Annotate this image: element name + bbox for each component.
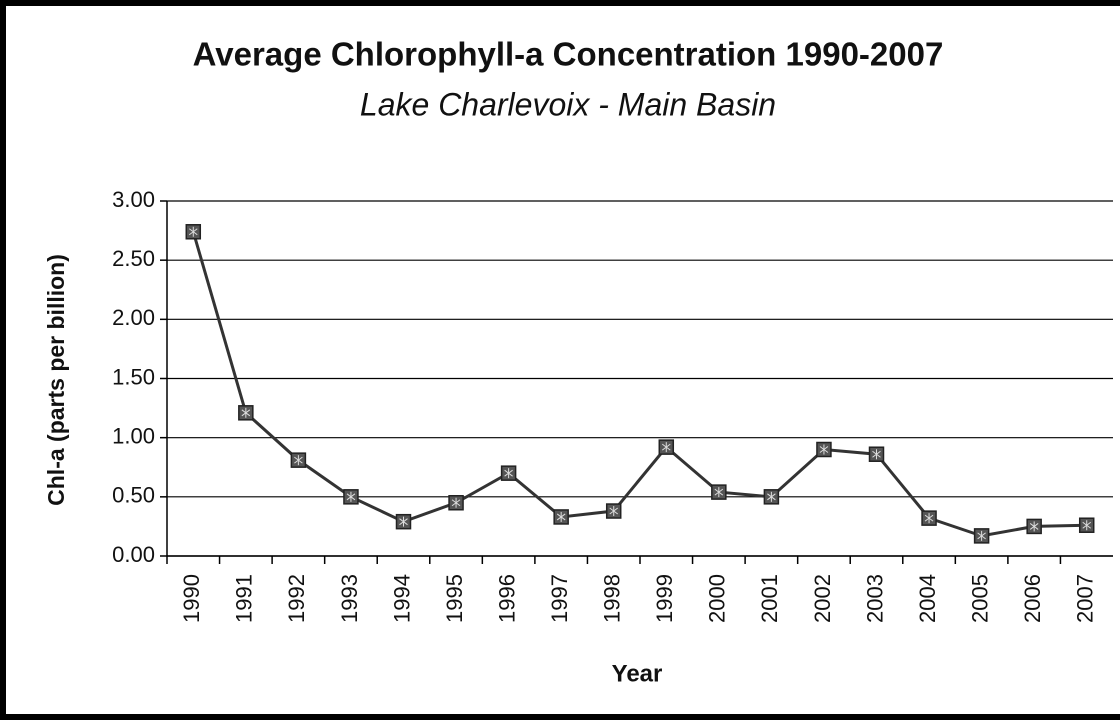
y-tick-label: 0.50	[112, 483, 155, 508]
data-marker	[448, 495, 464, 511]
x-tick-label: 2001	[757, 574, 782, 623]
y-tick-label: 3.00	[112, 187, 155, 212]
y-tick-label: 2.00	[112, 305, 155, 330]
y-tick-label: 2.50	[112, 246, 155, 271]
x-tick-label: 2006	[1020, 574, 1045, 623]
data-marker	[395, 513, 412, 530]
x-tick-label: 1998	[600, 574, 625, 623]
data-marker	[238, 405, 254, 421]
data-marker	[1026, 518, 1042, 535]
x-axis-label: Year	[612, 660, 663, 687]
x-tick-label: 1991	[232, 574, 257, 623]
x-tick-label: 1993	[337, 574, 362, 623]
data-marker	[553, 509, 569, 525]
data-marker	[185, 224, 202, 240]
y-axis-label: Chl-a (parts per billion)	[43, 254, 69, 506]
x-tick-label: 2005	[967, 574, 992, 623]
data-marker	[658, 439, 675, 455]
data-marker	[290, 452, 307, 468]
x-tick-label: 1992	[284, 574, 309, 623]
x-tick-label: 1994	[389, 574, 414, 623]
y-tick-label: 1.00	[112, 423, 155, 448]
y-tick-label: 0.00	[112, 542, 155, 567]
x-tick-label: 1997	[547, 574, 572, 623]
data-marker	[868, 446, 885, 462]
data-marker	[816, 441, 832, 458]
data-marker	[343, 489, 359, 505]
data-marker	[605, 503, 622, 519]
data-line	[191, 231, 1087, 538]
chart-title: Average Chlorophyll-a Concentration 1990…	[193, 36, 944, 73]
x-tick-label: 2000	[705, 574, 730, 623]
data-marker	[921, 510, 937, 526]
x-tick-label: 1996	[494, 574, 519, 623]
data-marker	[763, 489, 780, 505]
data-marker	[711, 484, 727, 500]
data-marker	[1078, 517, 1095, 533]
y-tick-label: 1.50	[112, 364, 155, 389]
x-tick-label: 1999	[652, 574, 677, 623]
x-tick-label: 2002	[810, 574, 835, 623]
x-tick-label: 1990	[179, 574, 204, 623]
chart-subtitle: Lake Charlevoix - Main Basin	[360, 86, 776, 122]
x-tick-label: 1995	[442, 574, 467, 623]
x-tick-label: 2004	[915, 574, 940, 623]
data-marker	[973, 528, 990, 544]
x-tick-label: 2003	[862, 574, 887, 623]
x-tick-label: 2007	[1073, 574, 1098, 623]
data-marker	[500, 465, 517, 481]
